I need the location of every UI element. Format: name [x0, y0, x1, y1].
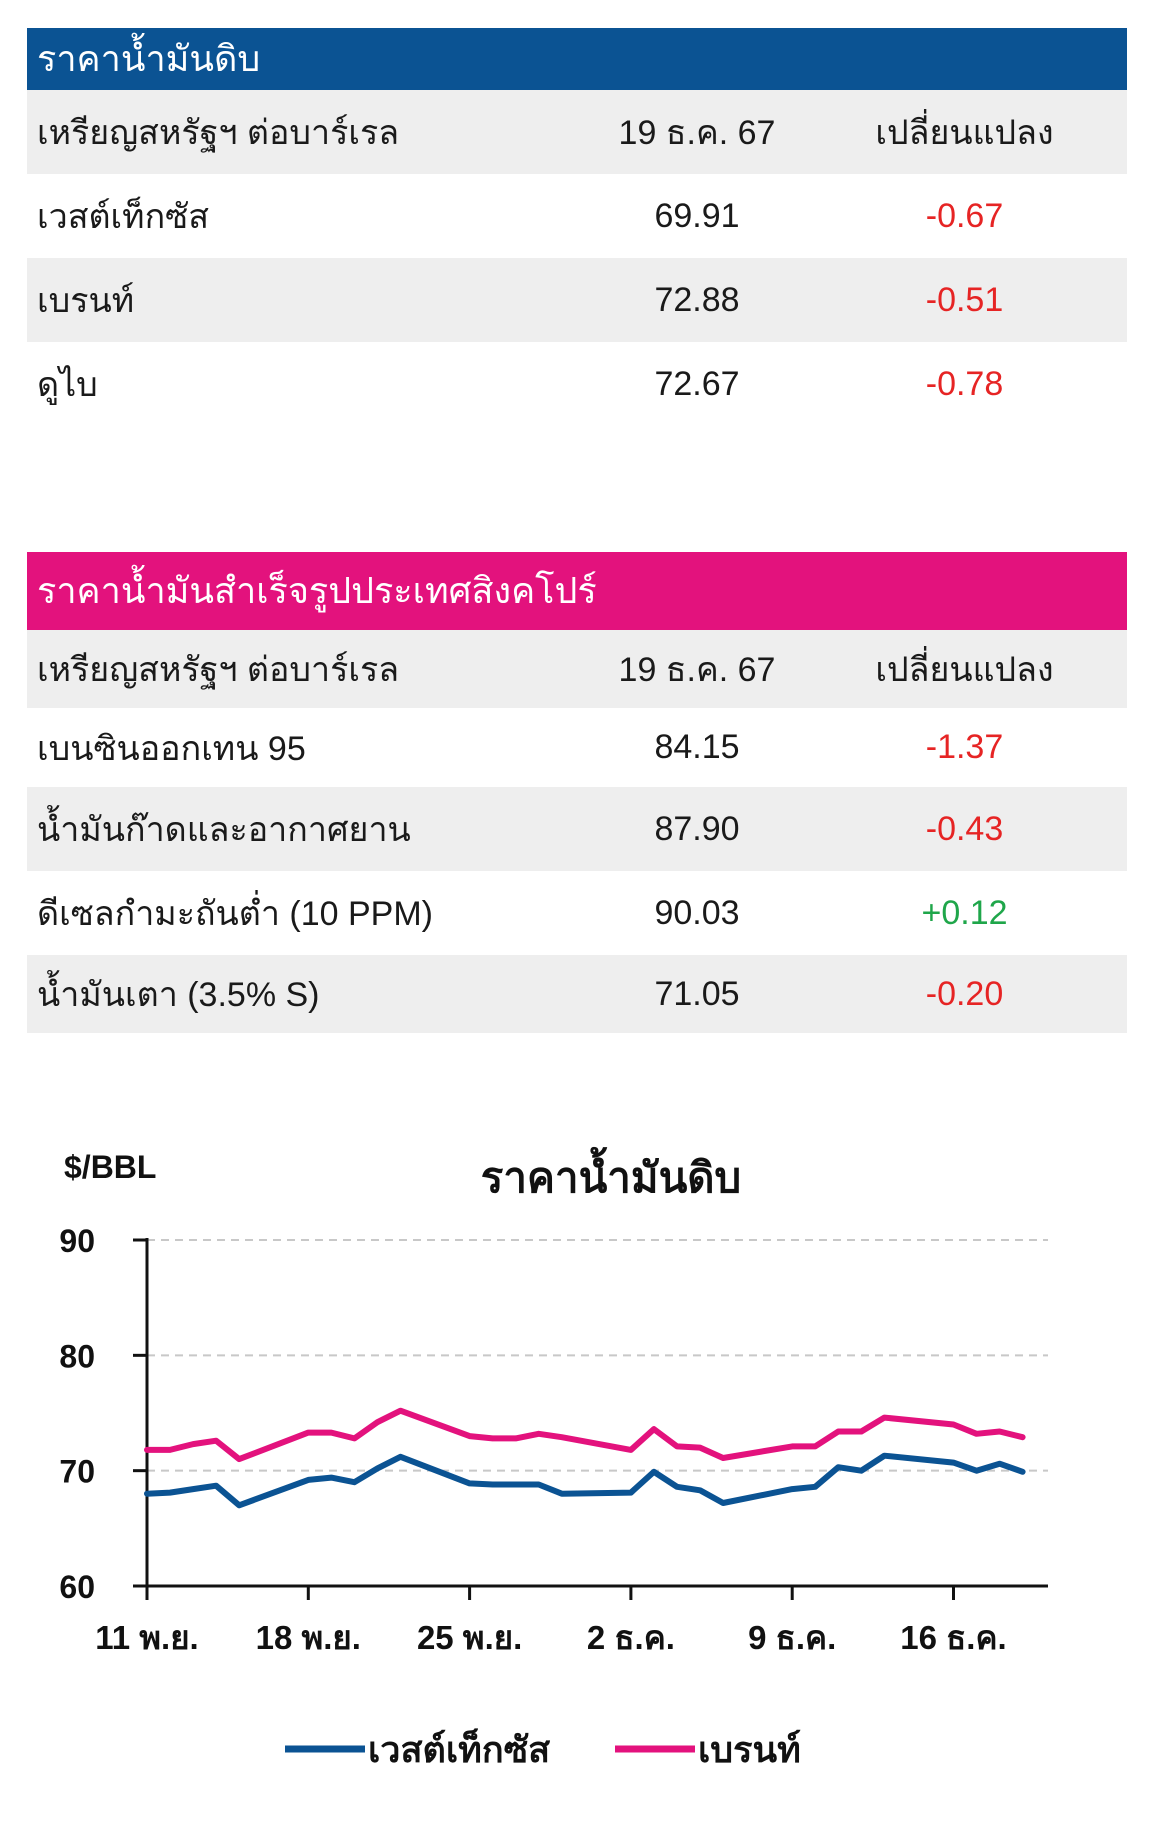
crude-oil-table-title: ราคาน้ำมันดิบ: [27, 28, 1127, 90]
product-name: น้ำมันก๊าดและอากาศยาน: [37, 811, 411, 849]
chart-title: ราคาน้ำมันดิบ: [481, 1146, 741, 1201]
wti-series-line: [144, 1452, 1026, 1509]
product-price: 69.91: [654, 196, 740, 235]
product-price: 84.15: [654, 728, 740, 766]
product-price: 72.67: [654, 364, 740, 403]
product-change: -1.37: [925, 728, 1004, 766]
x-tick-label: 2 ธ.ค.: [587, 1619, 675, 1656]
product-change: +0.12: [921, 893, 1008, 932]
change-header: เปลี่ยนแปลง: [875, 114, 1054, 152]
y-axis-ticks: 60 70 80 90: [59, 1223, 147, 1605]
x-tick-label: 9 ธ.ค.: [748, 1619, 836, 1656]
table-row: เบนซินออกเทน 95 84.15 -1.37: [27, 708, 1127, 787]
brent-series-line: [144, 1407, 1026, 1463]
product-price: 87.90: [654, 809, 740, 848]
product-name: น้ำมันเตา (3.5% S): [37, 976, 320, 1014]
table-row: เบรนท์ 72.88 -0.51: [27, 258, 1127, 342]
table-row: น้ำมันก๊าดและอากาศยาน 87.90 -0.43: [27, 787, 1127, 871]
x-tick-label: 11 พ.ย.: [95, 1619, 198, 1656]
series-lines: [144, 1407, 1026, 1509]
product-price: 72.88: [654, 280, 740, 319]
table-row: ดีเซลกำมะถันต่ำ (10 PPM) 90.03 +0.12: [27, 871, 1127, 955]
crude-oil-table: ราคาน้ำมันดิบ เหรียญสหรัฐฯ ต่อบาร์เรล 19…: [27, 28, 1127, 426]
product-price: 90.03: [654, 893, 740, 932]
crude-oil-price-chart: $/BBL ราคาน้ำมันดิบ 60 70 80 90 11 พ.ย. 18 พ…: [59, 1146, 1048, 1770]
y-tick-label: 80: [59, 1338, 95, 1374]
table-row: ดูไบ 72.67 -0.78: [27, 342, 1127, 426]
product-name: เบนซินออกเทน 95: [37, 729, 306, 768]
product-change: -0.43: [925, 809, 1004, 848]
product-name: ดีเซลกำมะถันต่ำ (10 PPM): [37, 895, 433, 933]
chart-legend: เวสต์เท็กซัส เบรนท์: [285, 1727, 801, 1770]
x-tick-label: 16 ธ.ค.: [900, 1619, 1006, 1656]
y-axis-label: $/BBL: [64, 1149, 156, 1185]
unit-header: เหรียญสหรัฐฯ ต่อบาร์เรล: [37, 651, 400, 689]
product-name: ดูไบ: [37, 366, 98, 404]
x-tick-label: 25 พ.ย.: [417, 1619, 522, 1656]
product-change: -0.20: [925, 974, 1004, 1013]
singapore-products-table: ราคาน้ำมันสำเร็จรูปประเทศสิงคโปร์ เหรียญ…: [27, 552, 1127, 1033]
date-header: 19 ธ.ค. 67: [618, 114, 776, 152]
legend-label-wti: เวสต์เท็กซัส: [368, 1727, 550, 1770]
legend-label-brent: เบรนท์: [698, 1729, 801, 1770]
change-header: เปลี่ยนแปลง: [875, 651, 1054, 689]
grid-lines: [147, 1239, 1048, 1472]
product-name: เบรนท์: [37, 282, 135, 320]
product-change: -0.67: [925, 196, 1004, 235]
product-name: เวสต์เท็กซัส: [37, 198, 209, 236]
table-row: เวสต์เท็กซัส 69.91 -0.67: [27, 174, 1127, 258]
product-price: 71.05: [654, 974, 740, 1013]
y-tick-label: 60: [59, 1569, 95, 1605]
x-tick-label: 18 พ.ย.: [256, 1619, 361, 1656]
crude-oil-table-header: เหรียญสหรัฐฯ ต่อบาร์เรล 19 ธ.ค. 67 เปลี่…: [27, 90, 1127, 174]
product-change: -0.78: [925, 364, 1004, 403]
y-tick-label: 90: [59, 1223, 95, 1259]
product-change: -0.51: [925, 280, 1004, 319]
singapore-table-title: ราคาน้ำมันสำเร็จรูปประเทศสิงคโปร์: [27, 552, 1127, 630]
date-header: 19 ธ.ค. 67: [618, 651, 776, 689]
x-axis-ticks: 11 พ.ย. 18 พ.ย. 25 พ.ย. 2 ธ.ค. 9 ธ.ค. 16 ธ.ค.: [95, 1586, 1007, 1656]
unit-header: เหรียญสหรัฐฯ ต่อบาร์เรล: [37, 114, 400, 152]
table-row: น้ำมันเตา (3.5% S) 71.05 -0.20: [27, 955, 1127, 1033]
singapore-table-header: เหรียญสหรัฐฯ ต่อบาร์เรล 19 ธ.ค. 67 เปลี่…: [27, 630, 1127, 708]
y-tick-label: 70: [59, 1454, 95, 1490]
